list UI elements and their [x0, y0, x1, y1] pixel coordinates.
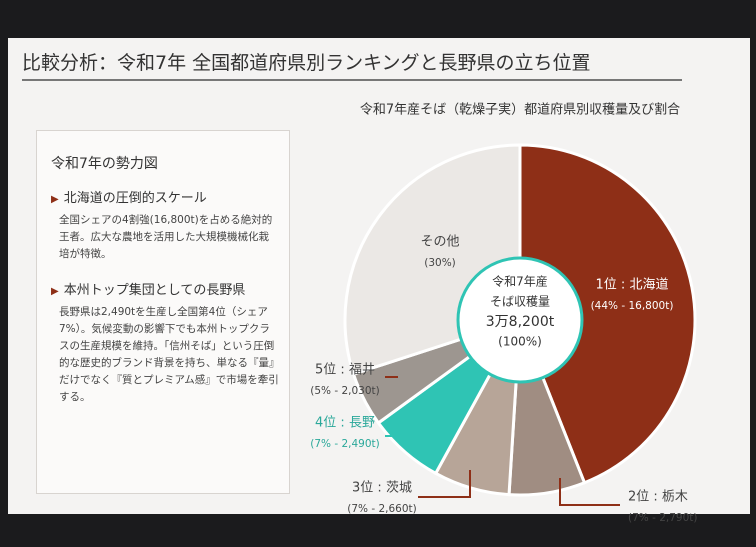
slice-label: 4位 : 長野 [315, 416, 375, 431]
slice-label: 2位 : 栃木 [628, 490, 688, 505]
slice-value-label: (7% - 2,660t) [347, 503, 417, 515]
slice-value-label: (7% - 2,790t) [628, 512, 698, 524]
center-ring [456, 256, 584, 384]
slide-title: 比較分析：令和7年 全国都道府県別ランキングと長野県の立ち位置 [22, 48, 682, 81]
slice-label: 1位 : 北海道 [596, 278, 669, 293]
donut-slice [518, 143, 697, 485]
panel-heading: 令和7年の勢力図 [51, 156, 158, 172]
section-heading: 北海道の圧倒的スケール [51, 187, 289, 206]
center-label: 令和7年産 [492, 274, 548, 289]
slice-label: その他 [420, 235, 459, 250]
center-label: (100%) [498, 335, 542, 349]
leader-arrow [418, 470, 471, 498]
section-body: 全国シェアの4割強(16,800t)を占める絶対的王者。広大な農地を活用した大規… [59, 214, 273, 260]
section-body: 長野県は2,490tを生産し全国第4位（シェア7%）。気候変動の影響下でも本州ト… [59, 306, 279, 403]
center-label: 3万8,200t [486, 314, 555, 330]
slice-value-label: (44% - 16,800t) [591, 300, 674, 312]
slice-label: 5位 : 福井 [315, 363, 375, 378]
text-panel: 令和7年の勢力図 北海道の圧倒的スケール 全国シェアの4割強(16,800t)を… [36, 130, 290, 494]
leader-arrow [559, 478, 620, 506]
slice-value-label: (7% - 2,490t) [310, 438, 380, 450]
slice-label: 3位 : 茨城 [352, 481, 412, 496]
slice-value-label: (5% - 2,030t) [310, 385, 380, 397]
chart-title: 令和7年産そば（乾燥子実）都道府県別収穫量及び割合 [360, 102, 680, 118]
center-label: そば収穫量 [490, 295, 550, 309]
section-heading: 本州トップ集団としての長野県 [51, 279, 289, 298]
slice-value-label: (30%) [424, 257, 456, 269]
